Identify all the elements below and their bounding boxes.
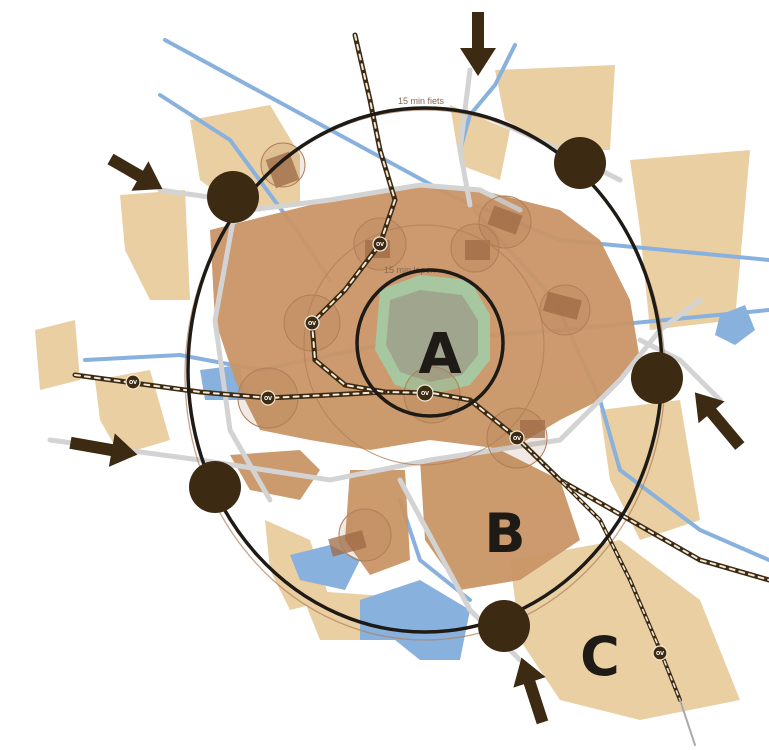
arrow-left-icon (694, 392, 745, 450)
entry-node (554, 137, 606, 189)
city-centre (375, 275, 490, 395)
arrow-down-icon (460, 12, 496, 76)
svg-text:OV: OV (308, 321, 316, 327)
ov-stop-icon: OV (652, 645, 668, 661)
ov-stop-icon: OV (509, 430, 525, 446)
entry-node (631, 352, 683, 404)
railways (72, 32, 769, 746)
arrow-right-icon (69, 433, 138, 467)
svg-text:OV: OV (129, 380, 137, 386)
zone-b-label: B (484, 502, 525, 565)
svg-text:OV: OV (376, 242, 384, 248)
zone-c-label: C (580, 625, 620, 688)
walk-ring-label: 15 min lopen (384, 265, 436, 275)
svg-text:OV: OV (264, 396, 272, 402)
ov-stop-icon: OV (304, 315, 320, 331)
svg-text:OV: OV (421, 391, 429, 397)
walk-ring (303, 224, 545, 466)
svg-text:OV: OV (513, 436, 521, 442)
access-arrows (69, 12, 745, 725)
arrow-up-icon (513, 657, 549, 725)
svg-text:OV: OV (656, 651, 664, 657)
entry-nodes (189, 137, 683, 652)
entry-node (207, 171, 259, 223)
entry-node (189, 461, 241, 513)
ov-stop-icon: OV (260, 390, 276, 406)
entry-node (478, 600, 530, 652)
zone-a-label: A (418, 322, 462, 387)
ov-stop-icon: OV (125, 374, 141, 390)
ov-stops: OV OV OV OV OV OV OV (125, 236, 668, 661)
ov-stop-icon: OV (372, 236, 388, 252)
ov-stop-icon: OV (416, 384, 434, 402)
arrow-right-icon (107, 153, 163, 191)
cycle-ring-label: 15 min fiets (398, 96, 445, 106)
inner-ring (355, 268, 505, 418)
